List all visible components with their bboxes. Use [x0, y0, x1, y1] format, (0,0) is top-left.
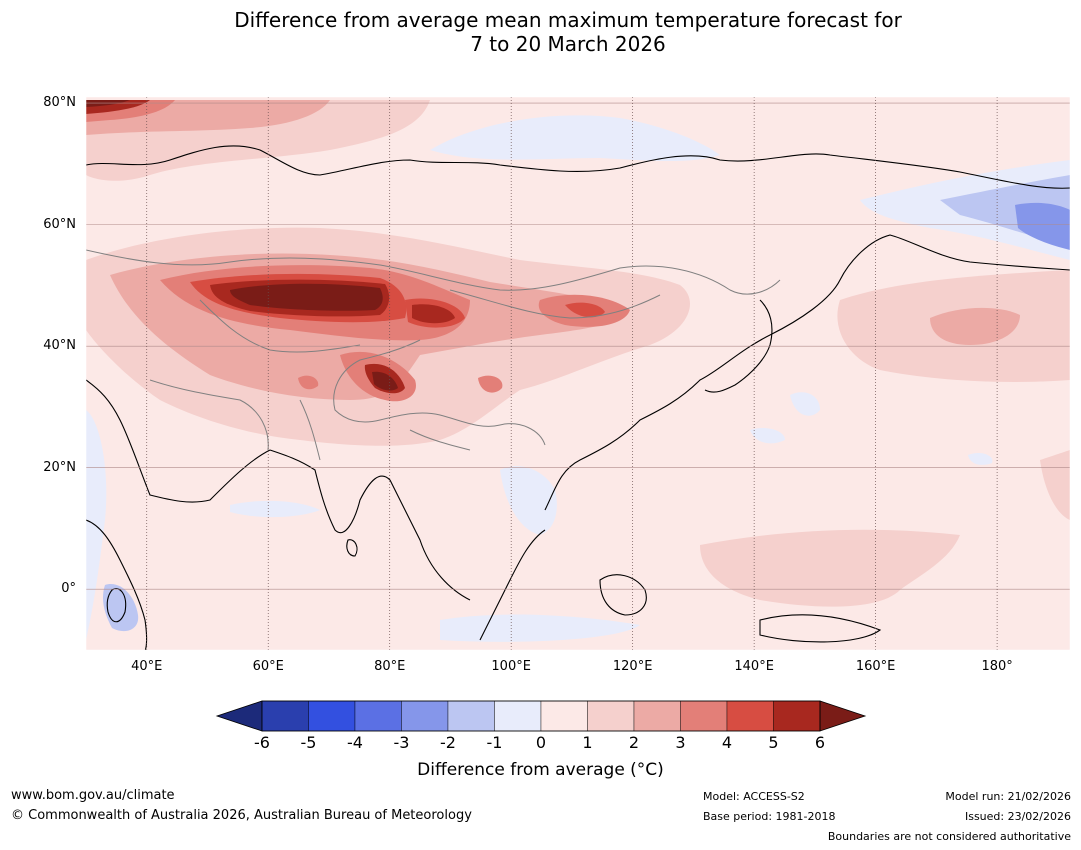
footer-disclaimer: Boundaries are not considered authoritat…: [827, 830, 1071, 843]
colorbar-tick-label: -5: [300, 733, 317, 752]
longitude-tick-label: 160°E: [855, 659, 896, 674]
colorbar-segment: [354, 700, 402, 732]
footer-model-run: Model run: 21/02/2026: [945, 790, 1071, 803]
colorbar-tick-label: -3: [393, 733, 410, 752]
colorbar-segment: [587, 700, 635, 732]
coastline-arabia: [86, 379, 271, 503]
colorbar-segment: [680, 700, 728, 732]
warm-anomaly-1-2-equatorial: [700, 529, 960, 607]
colorbar-segment: [540, 700, 588, 732]
map-title: Difference from average mean maximum tem…: [234, 8, 902, 56]
coastline-south-asia: [269, 449, 546, 641]
colorbar-segment: [401, 700, 449, 732]
cool-anomaly-pacific-a: [790, 392, 820, 416]
map-area: [85, 96, 1071, 651]
colorbar-segments: [215, 700, 867, 732]
longitude-tick-label: 80°E: [374, 659, 406, 674]
footer-base-period: Base period: 1981-2018: [703, 810, 836, 823]
cool-anomaly-indochina: [500, 466, 557, 535]
colorbar-segment: [726, 700, 774, 732]
cool-anomaly-maritime: [440, 614, 640, 642]
colorbar-tick-label: 3: [675, 733, 686, 752]
coastlines: [86, 145, 1070, 650]
footer-website[interactable]: www.bom.gov.au/climate: [11, 788, 175, 803]
coastline-sri-lanka: [346, 539, 358, 557]
colorbar-tick-label: 1: [582, 733, 593, 752]
boundary-south-asia: [299, 399, 471, 461]
boundary-china-mongolia: [449, 289, 661, 319]
cool-anomaly-pacific-b: [750, 428, 785, 444]
colorbar-segment: [633, 700, 681, 732]
colorbar-tick-label: 4: [721, 733, 733, 752]
colorbar-segment: [773, 700, 821, 732]
longitude-tick-label: 140°E: [734, 659, 774, 674]
warm-anomaly-3-4-iran: [298, 375, 319, 390]
warm-anomaly-4-5-mongolia: [565, 302, 605, 318]
colorbar-tick-label: 6: [814, 733, 826, 752]
boundary-russia-south: [86, 249, 781, 295]
latitude-tick-label: 40°N: [43, 338, 76, 354]
longitude-tick-label: 180°: [981, 659, 1013, 674]
coastline-borneo: [599, 574, 647, 616]
footer-model: Model: ACCESS-S2: [703, 790, 805, 803]
coastline-new-guinea: [759, 614, 882, 643]
latitude-tick-label: 80°N: [43, 95, 76, 111]
warm-anomaly-over-6-arctic: [86, 100, 130, 107]
cool-anomaly-pacific-c: [968, 452, 993, 465]
colorbar-segment: [261, 700, 309, 732]
latitude-tick-label: 60°N: [43, 216, 76, 232]
gridlines: [86, 97, 1070, 650]
country-boundaries: [86, 249, 781, 461]
temperature-anomaly-field: [86, 97, 1070, 650]
longitude-tick-label: 100°E: [491, 659, 531, 674]
coastline-japan: [704, 299, 773, 393]
colorbar-tick-label: -6: [254, 733, 270, 752]
warm-anomaly-over-6-tibet: [372, 371, 398, 391]
coastline-arctic: [86, 145, 1070, 189]
longitude-tick-label: 40°E: [131, 659, 163, 674]
longitude-tick-label: 60°E: [252, 659, 284, 674]
footer-issued: Issued: 23/02/2026: [964, 810, 1071, 823]
latitude-tick-label: 0°: [61, 581, 76, 597]
coastline-east-asia: [544, 234, 1070, 511]
colorbar-segment: [447, 700, 495, 732]
colorbar-outline: [261, 700, 821, 732]
warm-anomaly-3-4-tibet-b: [478, 375, 503, 393]
longitude-tick-label: 120°E: [612, 659, 653, 674]
colorbar-tick-label: -4: [347, 733, 363, 752]
colorbar-extend-high: [819, 700, 867, 732]
footer-copyright: © Commonwealth of Australia 2026, Austra…: [11, 808, 472, 823]
colorbar-extend-low: [215, 700, 263, 732]
boundary-central-asia: [199, 299, 361, 353]
colorbar-segment: [494, 700, 542, 732]
warm-anomaly-5-6-dzungaria: [412, 304, 455, 324]
colorbar-tick-label: 0: [535, 733, 547, 752]
cool-anomaly-east-siberia-3: [1015, 202, 1070, 250]
cool-anomaly-arctic: [430, 115, 720, 162]
colorbar-segment: [308, 700, 356, 732]
colorbar-tick-label: -1: [486, 733, 503, 752]
warm-anomaly-2-3-north-pacific: [930, 307, 1020, 345]
cool-anomaly-indian-ocean: [230, 500, 320, 518]
colorbar-tick-label: -2: [440, 733, 456, 752]
coastline-madagascar: [106, 588, 127, 623]
coastline-africa: [86, 519, 148, 650]
colorbar-tick-label: 2: [628, 733, 640, 752]
latitude-tick-label: 20°N: [43, 459, 76, 475]
colorbar-tick-label: 5: [768, 733, 779, 752]
boundary-middle-east: [149, 379, 269, 451]
boundary-china-west: [333, 339, 546, 446]
colorbar-label: Difference from average (°C): [417, 760, 664, 780]
map-frame: [85, 96, 1071, 651]
